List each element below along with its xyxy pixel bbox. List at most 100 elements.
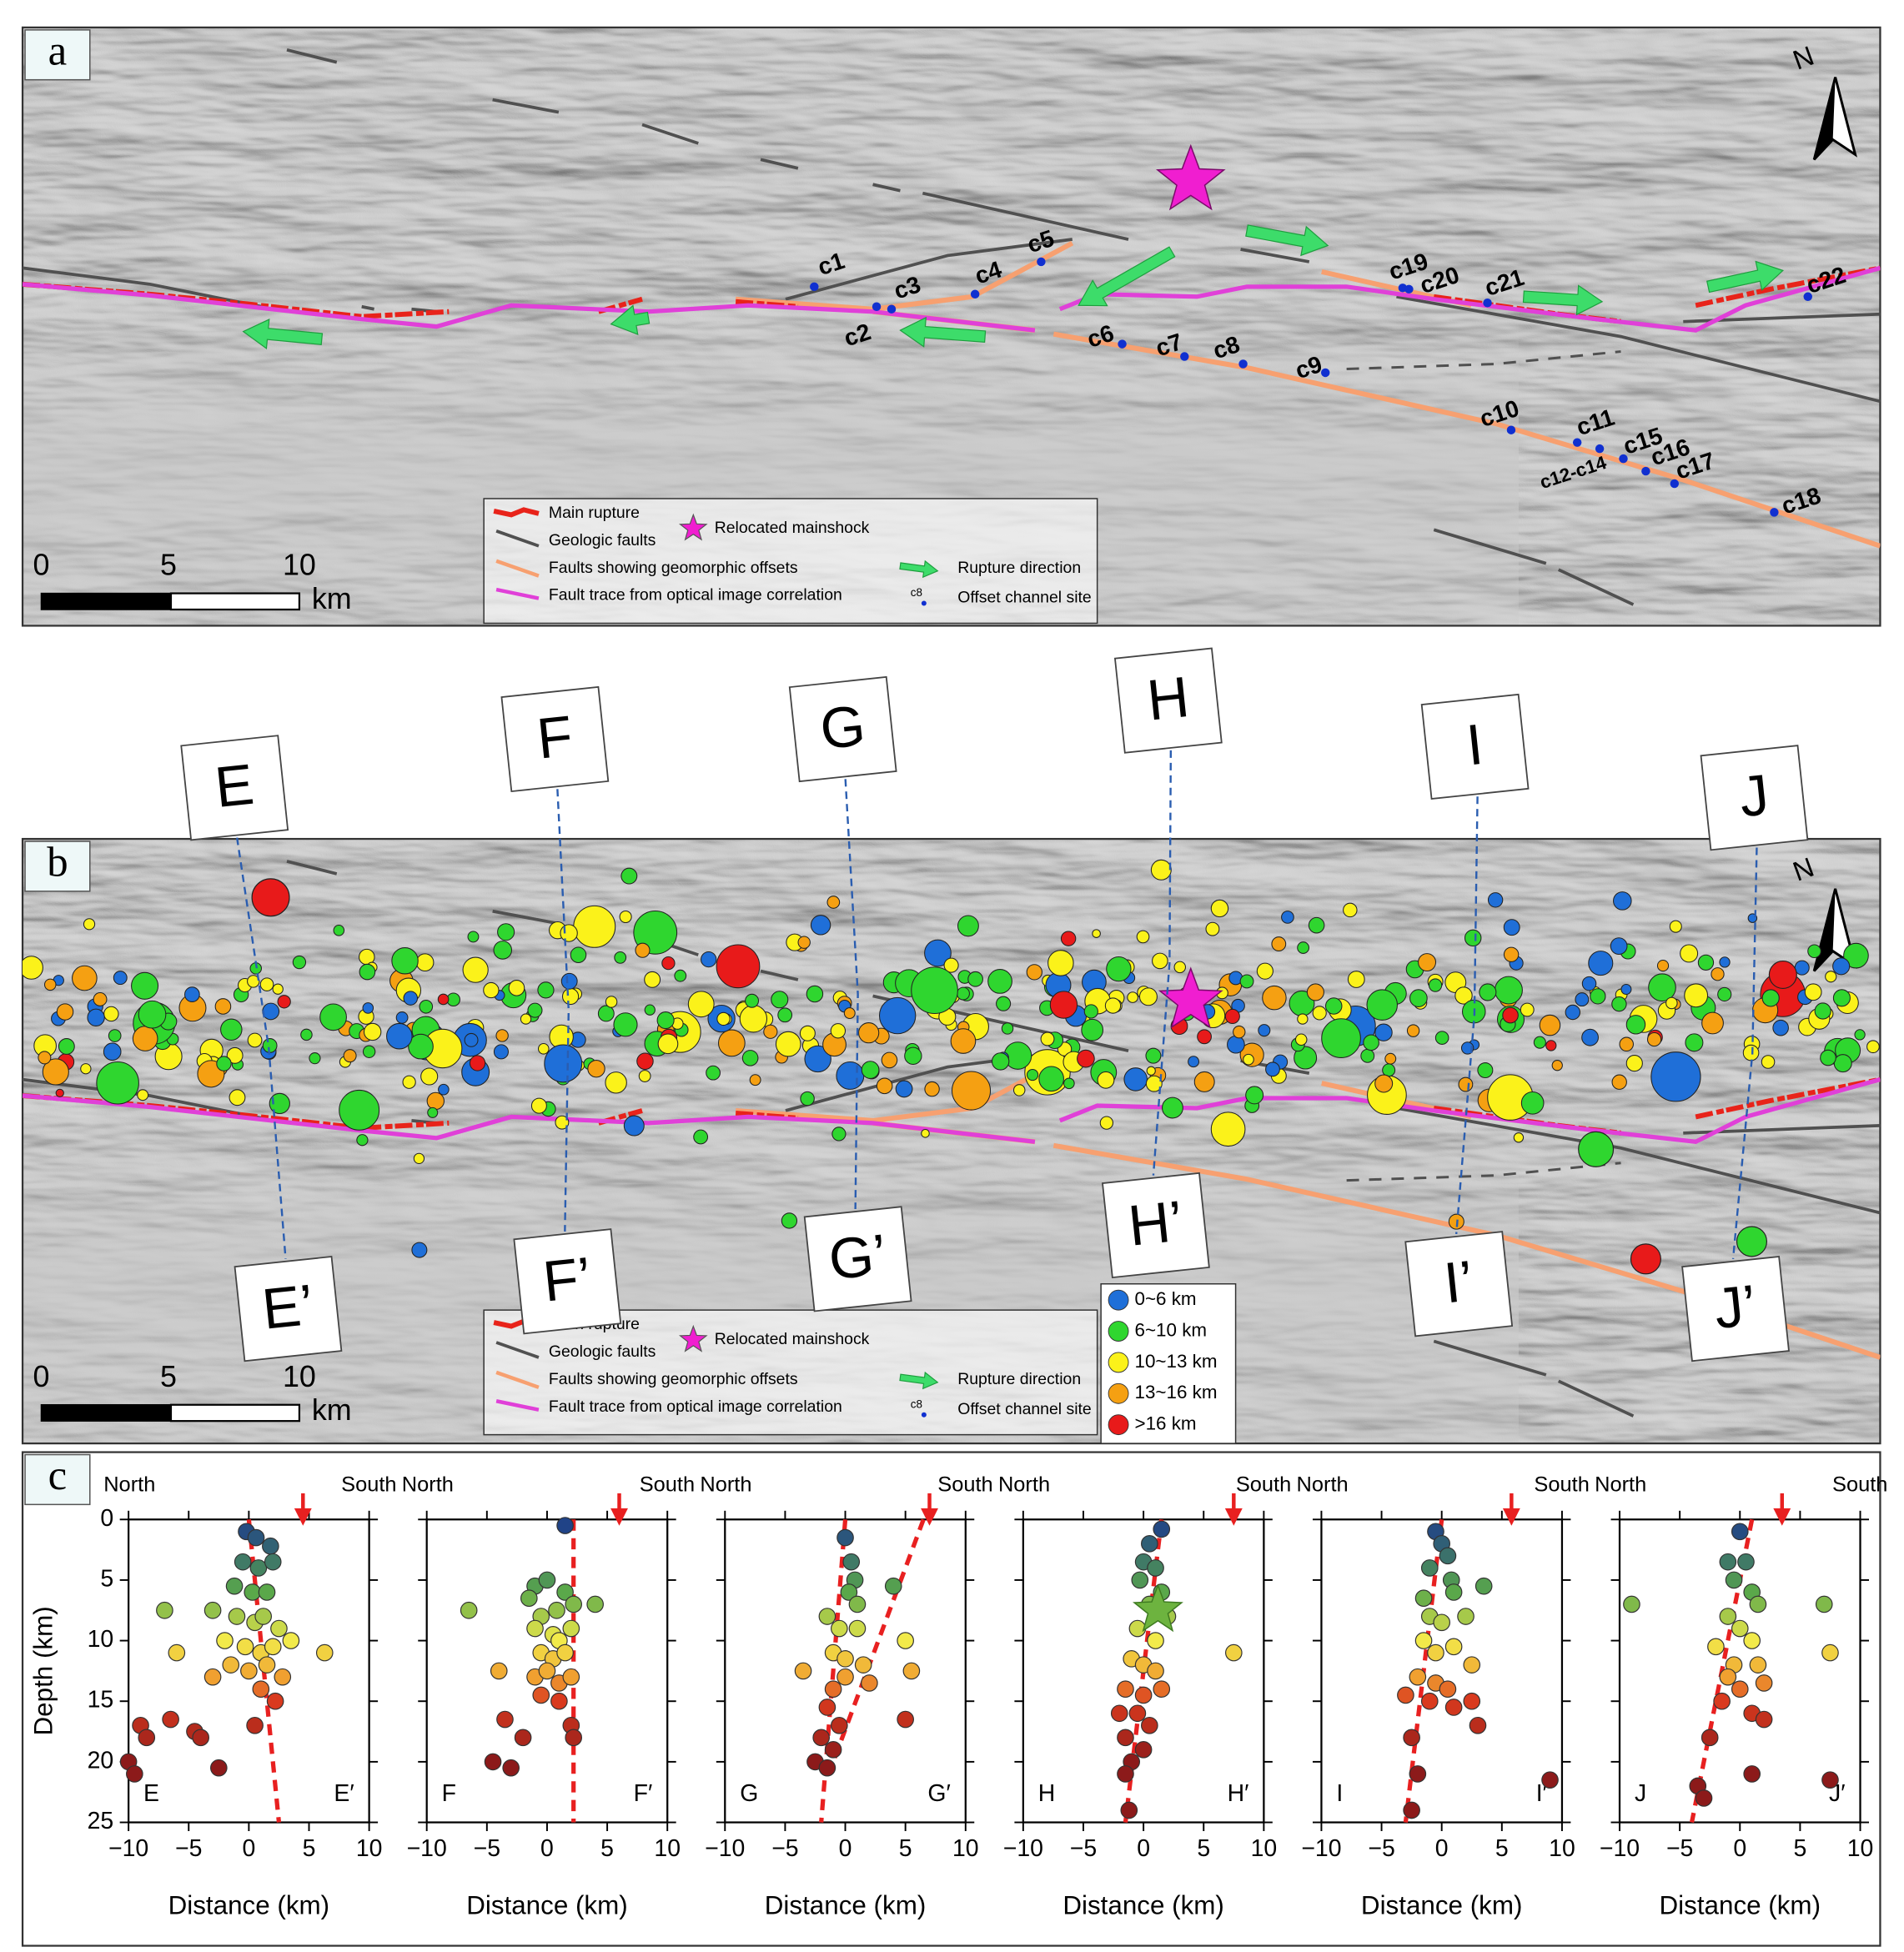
epicenter <box>830 1023 847 1039</box>
hypocenter <box>1815 1595 1833 1613</box>
epicenter <box>1038 1066 1064 1092</box>
scale-label: 10 <box>283 549 316 582</box>
geologic-fault <box>760 158 799 170</box>
profile-label: H’ <box>1125 1188 1186 1257</box>
epicenter <box>644 971 661 988</box>
hypocenter <box>1755 1674 1773 1692</box>
hypocenter <box>264 1553 282 1571</box>
epicenter <box>1502 1006 1519 1024</box>
x-tick-label: −10 <box>705 1835 745 1862</box>
hypocenter <box>836 1650 854 1668</box>
hypocenter <box>1695 1789 1713 1807</box>
profile-box <box>500 685 610 793</box>
profile-line <box>844 779 859 1210</box>
section-end: E′ <box>334 1780 354 1807</box>
hypocenter <box>203 1601 222 1619</box>
legend-geomorphic <box>495 559 540 578</box>
x-tick-label: 5 <box>303 1835 316 1862</box>
profile-label: G’ <box>826 1222 889 1292</box>
x-tick-label: 0 <box>1733 1835 1746 1862</box>
profile-label: E <box>212 752 257 820</box>
hypocenter <box>236 1638 254 1656</box>
geologic-fault <box>1557 1379 1635 1418</box>
profile-box <box>1420 693 1530 800</box>
geologic-fault <box>1396 1106 1881 1215</box>
rupture-arrow <box>1245 224 1329 257</box>
hypocenter <box>203 1668 222 1686</box>
epicenter <box>911 966 958 1015</box>
hypocenter <box>1134 1686 1153 1704</box>
epicenter <box>530 1097 547 1114</box>
x-tick-label: 5 <box>1794 1835 1807 1862</box>
epicenter <box>1197 1029 1212 1045</box>
hypocenter <box>538 1571 556 1589</box>
epicenter <box>1026 964 1042 981</box>
hypocenter <box>1439 1680 1457 1699</box>
epicenter <box>220 1018 243 1041</box>
hypocenter <box>1463 1656 1481 1674</box>
panel-label-box <box>24 1453 91 1506</box>
site-dot <box>872 302 882 311</box>
epicenter <box>741 1050 759 1066</box>
epicenter <box>411 1242 428 1258</box>
rupture-arrow-head <box>921 1508 938 1526</box>
epicenter <box>924 1081 940 1097</box>
epicenter <box>247 975 260 988</box>
hypocenter <box>126 1765 143 1783</box>
x-tick-label: 5 <box>899 1835 912 1862</box>
y-tick-label: 15 <box>88 1687 114 1714</box>
epicenter <box>537 981 555 999</box>
section-start: G <box>740 1780 758 1807</box>
epicenter <box>1306 983 1324 1001</box>
epicenter <box>1742 1044 1760 1061</box>
epicenter <box>493 941 513 960</box>
epicenter <box>93 992 108 1006</box>
legend-star <box>678 513 708 541</box>
epicenter <box>674 969 687 982</box>
epicenter <box>1454 986 1473 1005</box>
epicenter <box>1719 956 1731 968</box>
epicenter <box>587 1060 605 1078</box>
hypocenter <box>1541 1771 1559 1789</box>
site-dot <box>1803 292 1812 302</box>
hypocenter <box>1731 1523 1749 1541</box>
x-axis-label: Distance (km) <box>466 1890 628 1919</box>
epicenter <box>1434 1031 1449 1045</box>
epicenter <box>605 996 618 1008</box>
epicenter <box>1374 1074 1394 1093</box>
epicenter <box>419 999 434 1014</box>
hypocenter <box>1153 1520 1171 1538</box>
epicenter <box>391 947 419 975</box>
section-start: H <box>1038 1780 1056 1807</box>
epicenter <box>1669 920 1682 933</box>
south-label: South <box>937 1473 992 1497</box>
hypocenter <box>460 1601 478 1619</box>
south-label: South <box>640 1473 695 1497</box>
epicenter <box>1575 992 1590 1007</box>
x-tick-label: −5 <box>474 1835 500 1862</box>
hypocenter <box>1755 1710 1773 1729</box>
hypocenter <box>824 1741 842 1759</box>
epicenter <box>247 1032 263 1048</box>
hypocenter <box>884 1577 902 1595</box>
scale-bar <box>169 592 301 611</box>
epicenter <box>1297 941 1310 954</box>
epicenter <box>706 1065 721 1081</box>
profile-label: G <box>817 693 868 761</box>
hypocenter <box>565 1595 583 1613</box>
x-tick-label: 0 <box>839 1835 852 1862</box>
geologic-fault <box>1433 1339 1547 1377</box>
epicenter <box>861 1061 880 1079</box>
geologic-fault <box>760 969 799 981</box>
scale-label: 5 <box>160 549 177 582</box>
legend-star <box>678 1324 708 1352</box>
hypocenter <box>1403 1801 1420 1819</box>
epicenter <box>656 1011 675 1030</box>
hypocenter <box>1409 1668 1427 1686</box>
x-tick-label: −10 <box>1600 1835 1640 1862</box>
epicenter <box>1040 1031 1055 1046</box>
profile-label: F’ <box>540 1245 595 1314</box>
epicenter <box>1210 899 1229 918</box>
legend-text: Geologic faults <box>549 531 656 549</box>
hypocenter <box>1719 1553 1737 1571</box>
